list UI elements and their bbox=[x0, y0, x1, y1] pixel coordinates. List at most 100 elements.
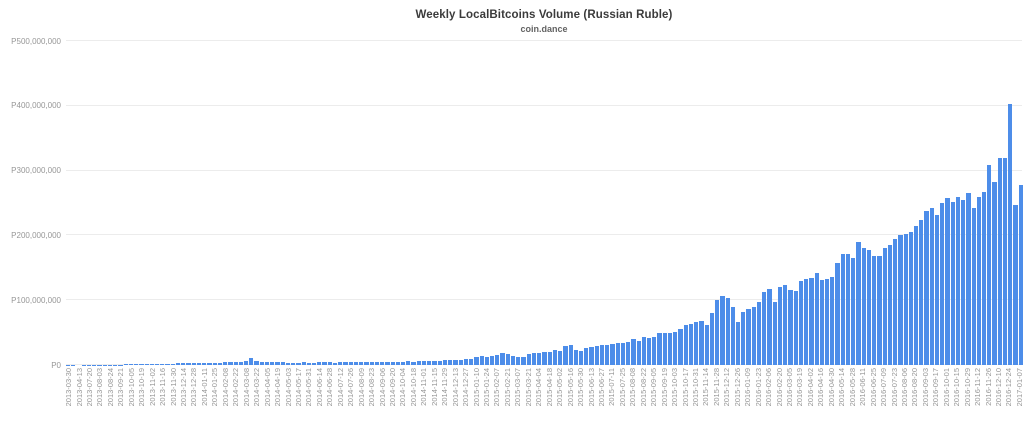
bar[interactable] bbox=[652, 336, 657, 365]
bar[interactable] bbox=[291, 362, 296, 365]
bar[interactable] bbox=[720, 296, 725, 365]
bar[interactable] bbox=[542, 351, 547, 365]
bar[interactable] bbox=[976, 196, 982, 365]
bar[interactable] bbox=[374, 361, 380, 365]
bar[interactable] bbox=[908, 231, 913, 365]
bar[interactable] bbox=[296, 362, 301, 365]
bar[interactable] bbox=[280, 362, 285, 365]
bar[interactable] bbox=[683, 325, 688, 365]
bar[interactable] bbox=[584, 348, 589, 365]
bar[interactable] bbox=[432, 360, 437, 365]
bar[interactable] bbox=[223, 362, 228, 365]
bar[interactable] bbox=[175, 363, 181, 365]
bar[interactable] bbox=[322, 362, 327, 365]
bar[interactable] bbox=[730, 306, 735, 365]
bar[interactable] bbox=[500, 353, 505, 365]
bar[interactable] bbox=[804, 279, 809, 365]
bar[interactable] bbox=[1018, 184, 1023, 365]
bar[interactable] bbox=[207, 362, 212, 365]
bar[interactable] bbox=[510, 355, 516, 365]
bar[interactable] bbox=[495, 354, 500, 365]
bar[interactable] bbox=[667, 333, 673, 365]
bar[interactable] bbox=[641, 337, 647, 365]
bar[interactable] bbox=[364, 362, 369, 365]
bar[interactable] bbox=[233, 362, 238, 365]
bar[interactable] bbox=[264, 362, 270, 365]
bar[interactable] bbox=[589, 346, 594, 365]
bar[interactable] bbox=[552, 350, 558, 365]
bar[interactable] bbox=[1002, 157, 1008, 365]
bar[interactable] bbox=[469, 358, 474, 365]
bar[interactable] bbox=[139, 364, 144, 365]
bar[interactable] bbox=[715, 300, 720, 365]
bar[interactable] bbox=[123, 364, 128, 365]
bar[interactable] bbox=[819, 280, 824, 365]
bar[interactable] bbox=[997, 157, 1002, 365]
bar[interactable] bbox=[688, 323, 694, 365]
bar[interactable] bbox=[380, 361, 385, 365]
bar[interactable] bbox=[872, 256, 877, 365]
bar[interactable] bbox=[427, 361, 432, 365]
bar[interactable] bbox=[877, 256, 882, 365]
bar[interactable] bbox=[484, 356, 489, 365]
bar[interactable] bbox=[421, 361, 427, 365]
bar[interactable] bbox=[704, 324, 709, 365]
bar[interactable] bbox=[254, 360, 259, 365]
bar[interactable] bbox=[228, 362, 233, 365]
bar[interactable] bbox=[1008, 103, 1013, 365]
bar[interactable] bbox=[809, 278, 814, 365]
bar[interactable] bbox=[772, 301, 777, 365]
bar[interactable] bbox=[657, 333, 662, 365]
bar[interactable] bbox=[259, 361, 264, 365]
bar[interactable] bbox=[851, 258, 856, 365]
bar[interactable] bbox=[416, 361, 421, 365]
bar[interactable] bbox=[845, 254, 851, 365]
bar[interactable] bbox=[866, 250, 872, 365]
bar[interactable] bbox=[966, 193, 971, 365]
bar[interactable] bbox=[134, 364, 139, 365]
bar[interactable] bbox=[971, 208, 976, 365]
bar[interactable] bbox=[285, 362, 291, 365]
bar[interactable] bbox=[924, 211, 929, 365]
bar[interactable] bbox=[154, 364, 160, 365]
bar[interactable] bbox=[919, 219, 924, 365]
bar[interactable] bbox=[647, 338, 652, 365]
bar[interactable] bbox=[317, 362, 322, 365]
bar[interactable] bbox=[610, 343, 615, 365]
bar[interactable] bbox=[573, 350, 578, 365]
bar[interactable] bbox=[369, 362, 374, 365]
bar[interactable] bbox=[453, 359, 458, 365]
bar[interactable] bbox=[694, 321, 699, 365]
bar[interactable] bbox=[824, 278, 830, 365]
bar[interactable] bbox=[217, 362, 223, 365]
bar[interactable] bbox=[526, 354, 531, 365]
bar[interactable] bbox=[202, 362, 207, 365]
bar[interactable] bbox=[756, 301, 762, 365]
bar[interactable] bbox=[950, 202, 955, 365]
bar[interactable] bbox=[353, 362, 359, 365]
bar[interactable] bbox=[458, 359, 463, 365]
bar[interactable] bbox=[390, 361, 395, 365]
bar[interactable] bbox=[411, 361, 416, 365]
bar[interactable] bbox=[903, 234, 908, 365]
bar[interactable] bbox=[940, 203, 945, 365]
bar[interactable] bbox=[401, 361, 406, 365]
bar[interactable] bbox=[516, 356, 521, 365]
bar[interactable] bbox=[767, 289, 772, 365]
bar[interactable] bbox=[505, 354, 510, 365]
bar[interactable] bbox=[327, 362, 332, 365]
bar[interactable] bbox=[893, 238, 898, 365]
bar[interactable] bbox=[620, 343, 626, 365]
bar[interactable] bbox=[531, 353, 537, 365]
bar[interactable] bbox=[736, 321, 741, 365]
bar[interactable] bbox=[395, 361, 400, 365]
bar[interactable] bbox=[343, 362, 348, 365]
bar[interactable] bbox=[961, 199, 966, 365]
bar[interactable] bbox=[709, 313, 715, 365]
bar[interactable] bbox=[955, 197, 961, 365]
bar[interactable] bbox=[149, 364, 154, 365]
bar[interactable] bbox=[332, 362, 338, 365]
bar[interactable] bbox=[793, 291, 798, 365]
bar[interactable] bbox=[448, 360, 453, 365]
bar[interactable] bbox=[814, 272, 819, 365]
